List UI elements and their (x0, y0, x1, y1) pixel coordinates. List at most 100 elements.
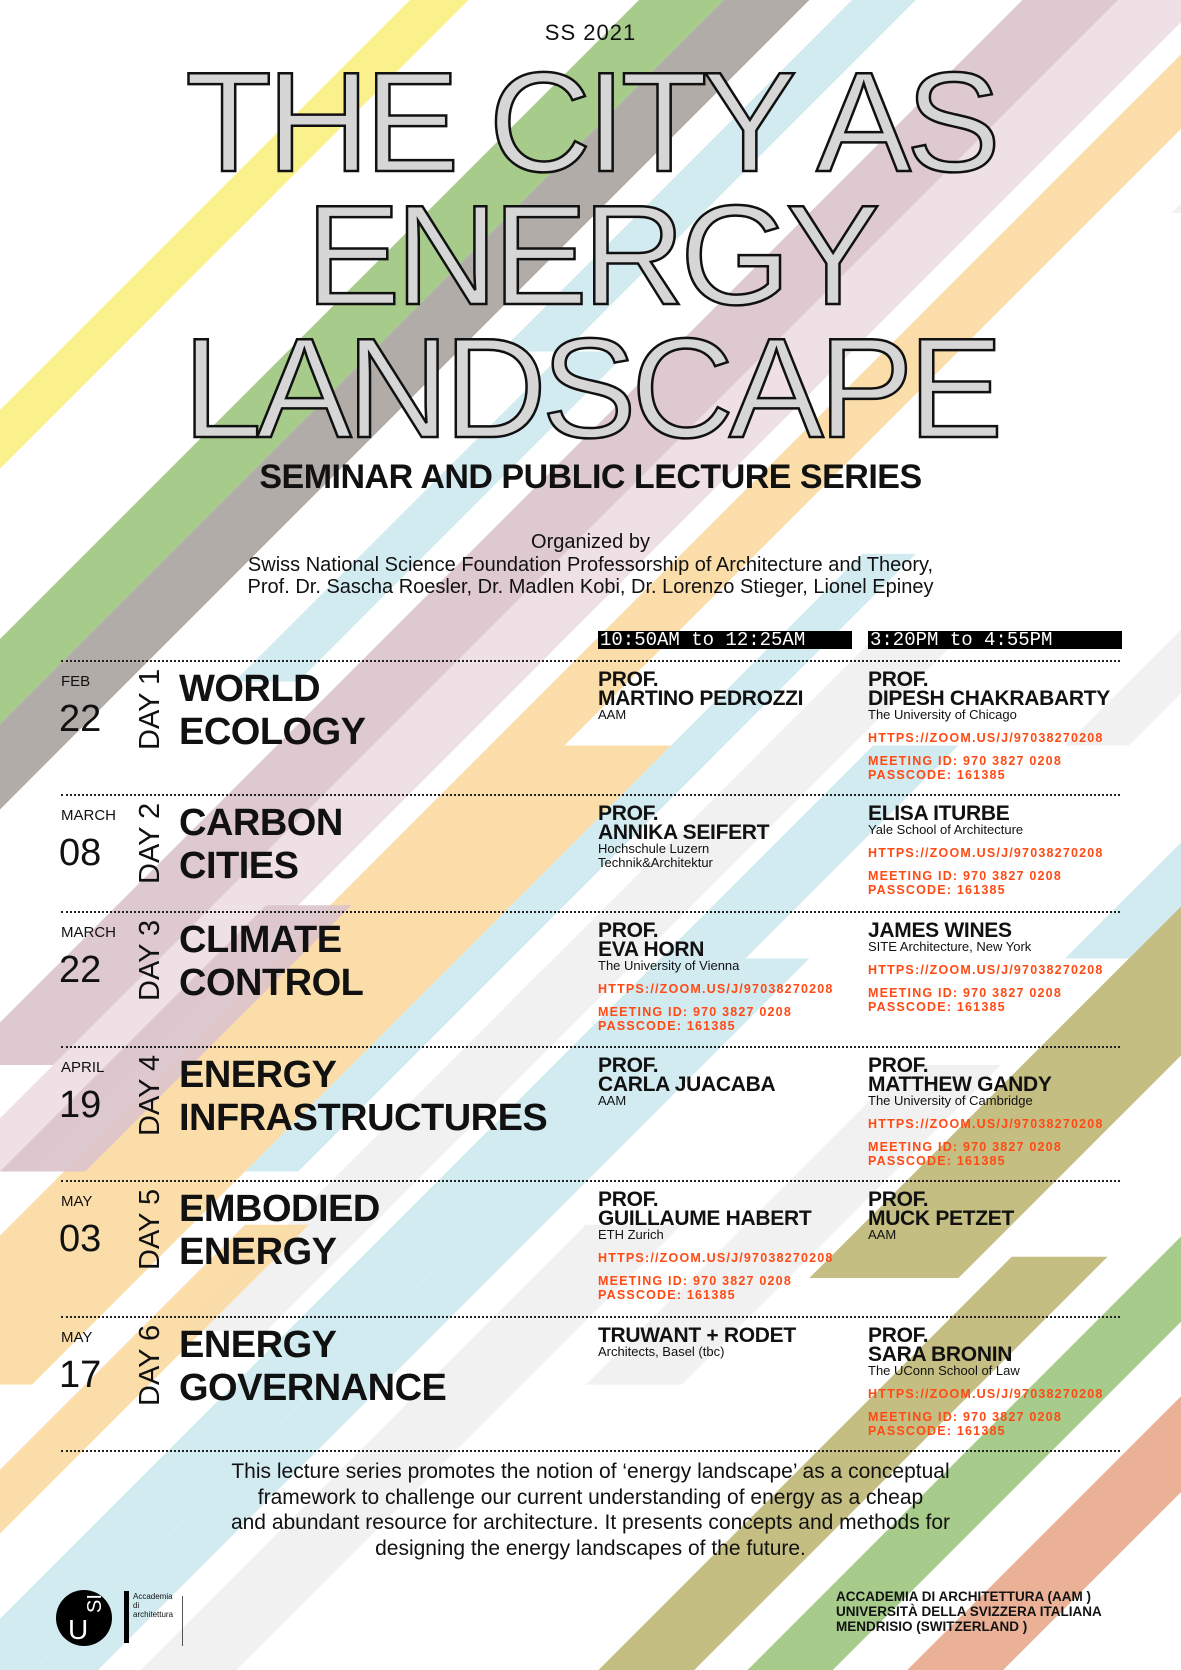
speaker-affiliation: The UConn School of Law (868, 1363, 1020, 1378)
zoom-link[interactable]: HTTPS://ZOOM.US/J/97038270208 (868, 963, 1104, 977)
session-title-line: ECOLOGY (179, 711, 366, 753)
speaker-affiliation: AAM (598, 707, 627, 722)
passcode: PASSCODE: 161385 (868, 768, 1006, 782)
address: ACCADEMIA DI ARCHITETTURA (AAM ) UNIVERS… (836, 1589, 1102, 1634)
subtitle: SEMINAR AND PUBLIC LECTURE SERIES (259, 458, 922, 496)
title-line-2: ENERGY (304, 176, 881, 335)
usi-logo: U SI (56, 1590, 112, 1646)
speaker-name: MARTINO PEDROZZI (598, 687, 804, 710)
passcode: PASSCODE: 161385 (598, 1288, 736, 1302)
afternoon-time-header: 3:20PM to 4:55PM (868, 631, 1122, 650)
zoom-link[interactable]: HTTPS://ZOOM.US/J/97038270208 (598, 982, 834, 996)
speaker-affiliation: The University of Chicago (868, 707, 1017, 722)
passcode: PASSCODE: 161385 (868, 883, 1006, 897)
month-label: APRIL (61, 1059, 105, 1076)
passcode: PASSCODE: 161385 (868, 1000, 1006, 1014)
session-title-line: ENERGY (179, 1231, 337, 1273)
speaker-affiliation: Hochschule Luzern (598, 841, 710, 856)
passcode: PASSCODE: 161385 (868, 1424, 1006, 1438)
meeting-id: MEETING ID: 970 3827 0208 (598, 1005, 792, 1019)
organizer-institution: Swiss National Science Foundation Profes… (247, 554, 934, 576)
day-label: DAY 3 (134, 919, 166, 1001)
meeting-id: MEETING ID: 970 3827 0208 (868, 1140, 1062, 1154)
dotted-divider (61, 911, 1120, 913)
speaker-name: MUCK PETZET (868, 1207, 1015, 1230)
session-title: WORLD ECOLOGY (179, 668, 366, 754)
speaker: PROF. MUCK PETZET AAM (868, 1189, 1015, 1242)
description-line: and abundant resource for architecture. … (230, 1511, 951, 1535)
title-line-1: THE CITY AS (184, 43, 1002, 202)
stripe-salmon (907, 1396, 1181, 1670)
speaker-name: SARA BRONIN (868, 1343, 1013, 1366)
speaker-name: ANNIKA SEIFERT (598, 821, 770, 844)
dotted-divider (61, 1450, 1120, 1452)
speaker: PROF. SARA BRONIN The UConn School of Law H… (868, 1324, 1104, 1438)
dotted-divider (61, 1046, 1120, 1048)
stripe-light-gray (1064, 629, 1181, 746)
session-title-line: CONTROL (179, 962, 364, 1004)
passcode: PASSCODE: 161385 (598, 1019, 736, 1033)
logo-text: Accademia di architettura (133, 1592, 173, 1619)
speaker: PROF. GUILLAUME HABERT ETH Zurich HTTPS://Z… (598, 1188, 834, 1302)
logo-si: SI (83, 1594, 106, 1613)
session-title: CLIMATE CONTROL (179, 919, 364, 1005)
session-title-line: EMBODIED (179, 1188, 380, 1230)
speaker-affiliation: ETH Zurich (598, 1227, 664, 1242)
session-title-line: INFRASTRUCTURES (179, 1097, 548, 1139)
month-label: MAY (61, 1193, 93, 1210)
organized-by-label: Organized by (531, 531, 650, 553)
dotted-divider (61, 660, 1120, 662)
meeting-id: MEETING ID: 970 3827 0208 (868, 1410, 1062, 1424)
date-number: 22 (59, 698, 102, 740)
dotted-divider (61, 1316, 1120, 1318)
meeting-id: MEETING ID: 970 3827 0208 (868, 754, 1062, 768)
speaker-title: PROF. (868, 668, 929, 691)
zoom-link[interactable]: HTTPS://ZOOM.US/J/97038270208 (598, 1251, 834, 1265)
speaker-title: PROF. (598, 919, 659, 942)
speaker-name: TRUWANT + RODET (598, 1324, 796, 1347)
semester-label: SS 2021 (544, 20, 637, 45)
address-line: MENDRISIO (SWITZERLAND ) (836, 1619, 1028, 1634)
speaker-title: PROF. (598, 668, 659, 691)
day-label: DAY 6 (134, 1324, 166, 1406)
zoom-link[interactable]: HTTPS://ZOOM.US/J/97038270208 (868, 846, 1104, 860)
day-label: DAY 4 (134, 1054, 166, 1136)
date-number: 17 (59, 1354, 102, 1396)
stripe-light-blue (500, 0, 916, 352)
month-label: MARCH (61, 807, 116, 824)
zoom-link[interactable]: HTTPS://ZOOM.US/J/97038270208 (868, 1117, 1104, 1131)
speaker-affiliation: Technik&Architektur (598, 855, 713, 870)
stripe-light-blue (234, 351, 629, 682)
description-line: framework to challenge our current under… (257, 1485, 924, 1509)
description-line: This lecture series promotes the notion … (231, 1460, 950, 1483)
stripe-pale-orange (0, 745, 671, 1385)
stripe-light-gray (140, 1224, 682, 1670)
speaker-title: PROF. (598, 1188, 659, 1211)
stripe-light-gray (1171, 203, 1181, 214)
speaker: PROF. ANNIKA SEIFERT Hochschule Luzern Tech… (598, 802, 770, 870)
date-number: 03 (59, 1218, 102, 1260)
stripe-light-gray (181, 639, 959, 1332)
speaker-title: PROF. (868, 1324, 929, 1347)
stripe-light-pink (0, 0, 1181, 1172)
stripe-light-blue (1064, 842, 1181, 959)
organizer-names: Prof. Dr. Sascha Roesler, Dr. Madlen Kob… (247, 576, 934, 598)
speaker: TRUWANT + RODET Architects, Basel (tbc) (598, 1324, 796, 1359)
date-number: 22 (59, 949, 102, 991)
zoom-link[interactable]: HTTPS://ZOOM.US/J/97038270208 (868, 1387, 1104, 1401)
month-label: FEB (61, 673, 91, 690)
dotted-divider (61, 794, 1120, 796)
speaker-affiliation: SITE Architecture, New York (868, 939, 1032, 954)
dotted-divider (61, 1180, 1120, 1182)
date-number: 08 (59, 832, 102, 874)
stripe-light-blue (34, 958, 810, 1670)
session-title: ENERGY GOVERNANCE (179, 1324, 447, 1410)
speaker-title: PROF. (868, 1054, 929, 1077)
session-title-line: CLIMATE (179, 919, 342, 961)
speaker-affiliation: Yale School of Architecture (868, 822, 1024, 837)
stripe-khaki (598, 1256, 1108, 1670)
passcode: PASSCODE: 161385 (868, 1154, 1006, 1168)
speaker-title: PROF. (598, 802, 659, 825)
zoom-link[interactable]: HTTPS://ZOOM.US/J/97038270208 (868, 731, 1104, 745)
